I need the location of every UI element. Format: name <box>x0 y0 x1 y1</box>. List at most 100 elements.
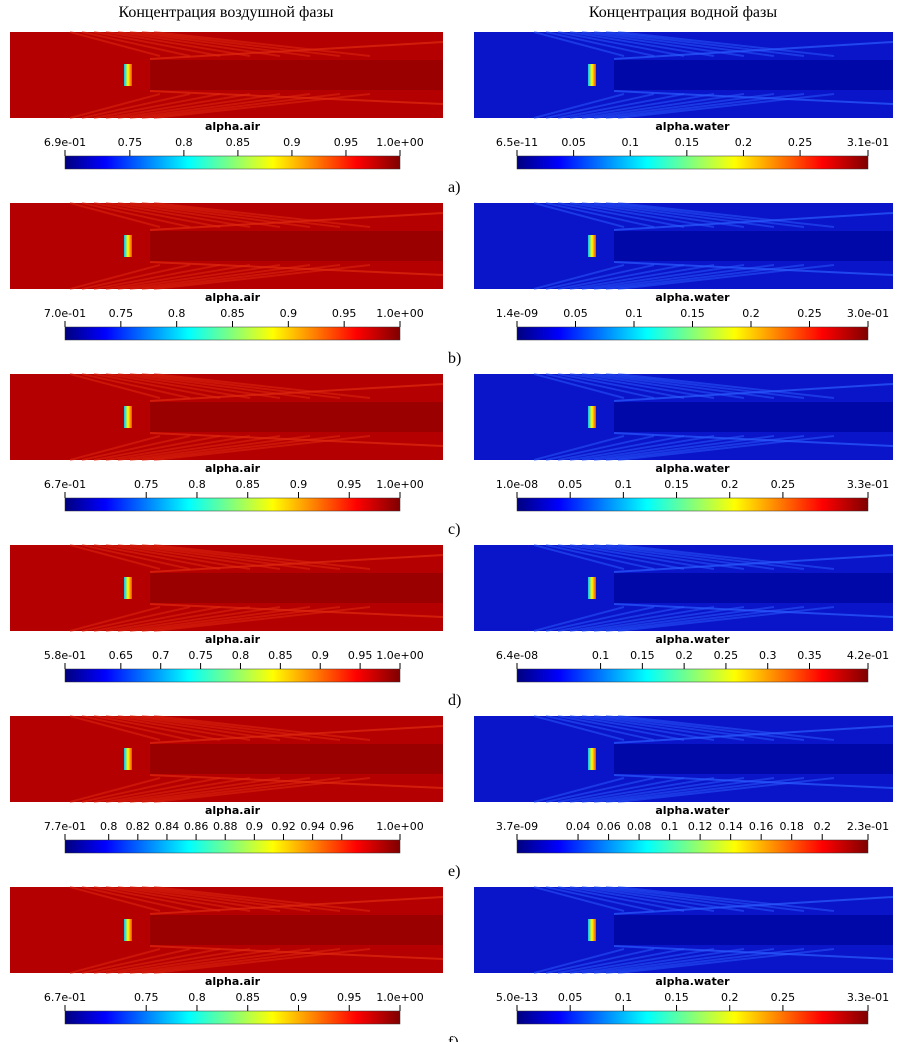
colorbar-tick-label: 0.2 <box>813 820 831 833</box>
wake-band <box>614 231 893 261</box>
wave-stripe <box>153 544 371 570</box>
colorbar-tick-label: 6.7e-01 <box>44 478 86 491</box>
wave-stripe <box>557 93 685 119</box>
colorbar <box>516 839 869 854</box>
wave-stripe <box>617 31 835 57</box>
wave-stripe <box>117 31 281 57</box>
wake-band <box>150 744 443 774</box>
colorbar-tick-label: 2.3e-01 <box>847 820 889 833</box>
colorbar-tick-label: 0.85 <box>235 991 260 1004</box>
colorbar-tick-label: 0.15 <box>664 478 689 491</box>
wake-edge <box>613 383 894 402</box>
wave-stripe <box>93 31 221 57</box>
colorbar-tick-label: 0.85 <box>220 307 245 320</box>
colorbar-tick-label: 0.1 <box>615 991 633 1004</box>
colorbar-tick-label: 1.4e-09 <box>496 307 538 320</box>
wave-stripe <box>605 202 805 228</box>
colorbar <box>64 1010 401 1025</box>
wave-stripe <box>117 606 281 632</box>
wave-stripe <box>617 264 835 290</box>
colorbar-title: alpha.air <box>205 804 261 817</box>
wave-stripe <box>105 93 251 119</box>
wave-stripe <box>545 715 655 741</box>
colorbar-tick-label: 6.4e-08 <box>496 649 538 662</box>
colorbar-tick-label: 0.04 <box>566 820 591 833</box>
wave-stripe <box>69 435 161 461</box>
bubble-marker <box>588 235 596 257</box>
colorbar-title: alpha.air <box>205 120 261 133</box>
wake-edge <box>613 603 894 618</box>
colorbar-tick-label: 3.3e-01 <box>847 478 889 491</box>
colorbar-tick-label: 0.9 <box>290 991 308 1004</box>
colorbar <box>516 1010 869 1025</box>
wave-stripe <box>117 373 281 399</box>
wave-stripe <box>569 435 715 461</box>
wave-stripe <box>569 264 715 290</box>
colorbar-tick-label: 0.25 <box>771 991 796 1004</box>
wave-stripe <box>545 606 655 632</box>
wave-stripe <box>69 886 161 912</box>
wake-band <box>150 573 443 603</box>
wave-stripe <box>533 373 625 399</box>
wave-stripe <box>581 606 745 632</box>
wave-stripe <box>69 948 161 974</box>
wave-stripe <box>141 544 341 570</box>
wave-stripe <box>545 31 655 57</box>
wave-stripe <box>557 606 685 632</box>
wave-stripe <box>105 886 251 912</box>
colorbar-tick-label: 1.0e+00 <box>376 649 423 662</box>
wave-stripe <box>569 93 715 119</box>
wave-stripe <box>129 777 311 803</box>
colorbar-tick-label: 0.82 <box>126 820 151 833</box>
wave-stripe <box>153 373 371 399</box>
wave-stripe <box>581 435 745 461</box>
wake-edge <box>613 774 894 789</box>
colorbar-tick-label: 0.05 <box>561 136 586 149</box>
panel-label: b) <box>448 350 461 367</box>
wave-stripe <box>153 93 371 119</box>
wave-stripe <box>117 93 281 119</box>
colorbar-tick-label: 0.2 <box>675 649 693 662</box>
colorbar <box>64 326 401 341</box>
colorbar-tick-label: 0.84 <box>155 820 180 833</box>
colorbar-tick-label: 0.06 <box>596 820 621 833</box>
wake-band <box>150 915 443 945</box>
colorbar-tick-label: 0.75 <box>134 991 159 1004</box>
colorbar-title: alpha.air <box>205 975 261 988</box>
wave-stripe <box>557 948 685 974</box>
colorbar-tick-label: 3.7e-09 <box>496 820 538 833</box>
wave-stripe <box>569 886 715 912</box>
colorbar-tick-label: 0.2 <box>721 991 739 1004</box>
wave-stripe <box>533 31 625 57</box>
colorbar-tick-label: 0.08 <box>627 820 652 833</box>
colorbar-tick-label: 0.05 <box>563 307 588 320</box>
wake-edge <box>149 90 444 105</box>
wave-stripe <box>117 435 281 461</box>
colorbar-tick-label: 7.7e-01 <box>44 820 86 833</box>
wave-stripe <box>105 373 251 399</box>
wave-stripe <box>81 544 191 570</box>
wave-stripe <box>81 606 191 632</box>
wave-stripe <box>617 435 835 461</box>
colorbar-tick-label: 0.9 <box>283 136 301 149</box>
colorbar-tick-label: 1.0e+00 <box>376 991 423 1004</box>
colorbar <box>64 668 401 683</box>
colorbar-tick-label: 0.85 <box>226 136 251 149</box>
wake-edge <box>149 383 444 402</box>
wave-stripe <box>617 715 835 741</box>
wave-stripe <box>557 264 685 290</box>
wave-stripe <box>545 435 655 461</box>
wave-stripe <box>569 544 715 570</box>
wave-stripe <box>153 264 371 290</box>
wave-stripe <box>93 715 221 741</box>
wake-edge <box>613 212 894 231</box>
wave-stripe <box>605 715 805 741</box>
wave-stripe <box>69 264 161 290</box>
wave-stripe <box>105 715 251 741</box>
wave-stripe <box>617 777 835 803</box>
wake-band <box>614 573 893 603</box>
wave-stripe <box>141 31 341 57</box>
colorbar-tick-label: 5.8e-01 <box>44 649 86 662</box>
colorbar <box>64 497 401 512</box>
